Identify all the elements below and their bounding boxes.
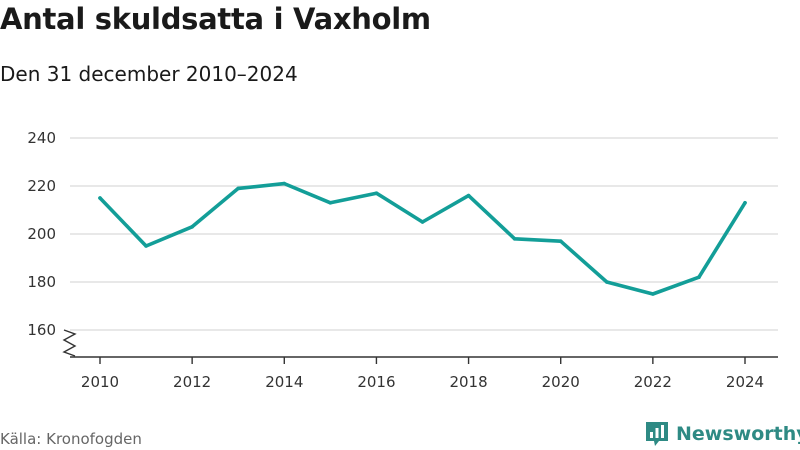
chart-title: Antal skuldsatta i Vaxholm bbox=[0, 2, 431, 36]
data-point bbox=[236, 186, 241, 191]
x-tick-label: 2022 bbox=[634, 373, 672, 391]
series-layer bbox=[98, 181, 747, 296]
x-tick-label: 2014 bbox=[265, 373, 303, 391]
data-point bbox=[466, 193, 471, 198]
source-note: Källa: Kronofogden bbox=[0, 430, 142, 448]
x-tick-label: 2020 bbox=[542, 373, 580, 391]
data-point bbox=[604, 280, 609, 284]
series-line bbox=[98, 181, 747, 296]
data-point bbox=[144, 244, 148, 248]
brand-name: Newsworthy bbox=[676, 423, 800, 445]
y-tick-label: 180 bbox=[27, 273, 56, 291]
x-tick-label: 2016 bbox=[357, 373, 395, 391]
x-tick-label: 2010 bbox=[81, 373, 119, 391]
brand-logo[interactable]: Newsworthy bbox=[644, 420, 800, 448]
chart-subtitle: Den 31 december 2010–2024 bbox=[0, 62, 298, 86]
grid-lines bbox=[70, 137, 778, 331]
data-point bbox=[743, 201, 747, 205]
data-point bbox=[328, 201, 333, 205]
data-point bbox=[190, 225, 194, 229]
data-point bbox=[651, 292, 655, 296]
y-tick-label: 200 bbox=[27, 225, 56, 243]
data-point bbox=[697, 275, 701, 280]
y-tick-label: 160 bbox=[27, 321, 56, 339]
data-point bbox=[512, 237, 517, 241]
y-tick-label: 240 bbox=[27, 129, 56, 147]
data-point bbox=[558, 239, 563, 243]
data-point bbox=[420, 220, 425, 224]
newsworthy-logo-icon bbox=[646, 422, 668, 446]
data-point bbox=[98, 196, 102, 200]
x-tick-label: 2012 bbox=[173, 373, 211, 391]
y-axis-ticks: 160 180 200 220 240 bbox=[27, 129, 56, 339]
x-axis: 2010 2012 2014 2016 2018 2020 2022 2024 bbox=[62, 329, 778, 391]
axis-break-mark bbox=[62, 329, 77, 357]
y-tick-label: 220 bbox=[27, 177, 56, 195]
x-tick-label: 2024 bbox=[726, 373, 764, 391]
data-point bbox=[374, 191, 379, 195]
data-point bbox=[282, 181, 287, 186]
x-tick-label: 2018 bbox=[449, 373, 487, 391]
